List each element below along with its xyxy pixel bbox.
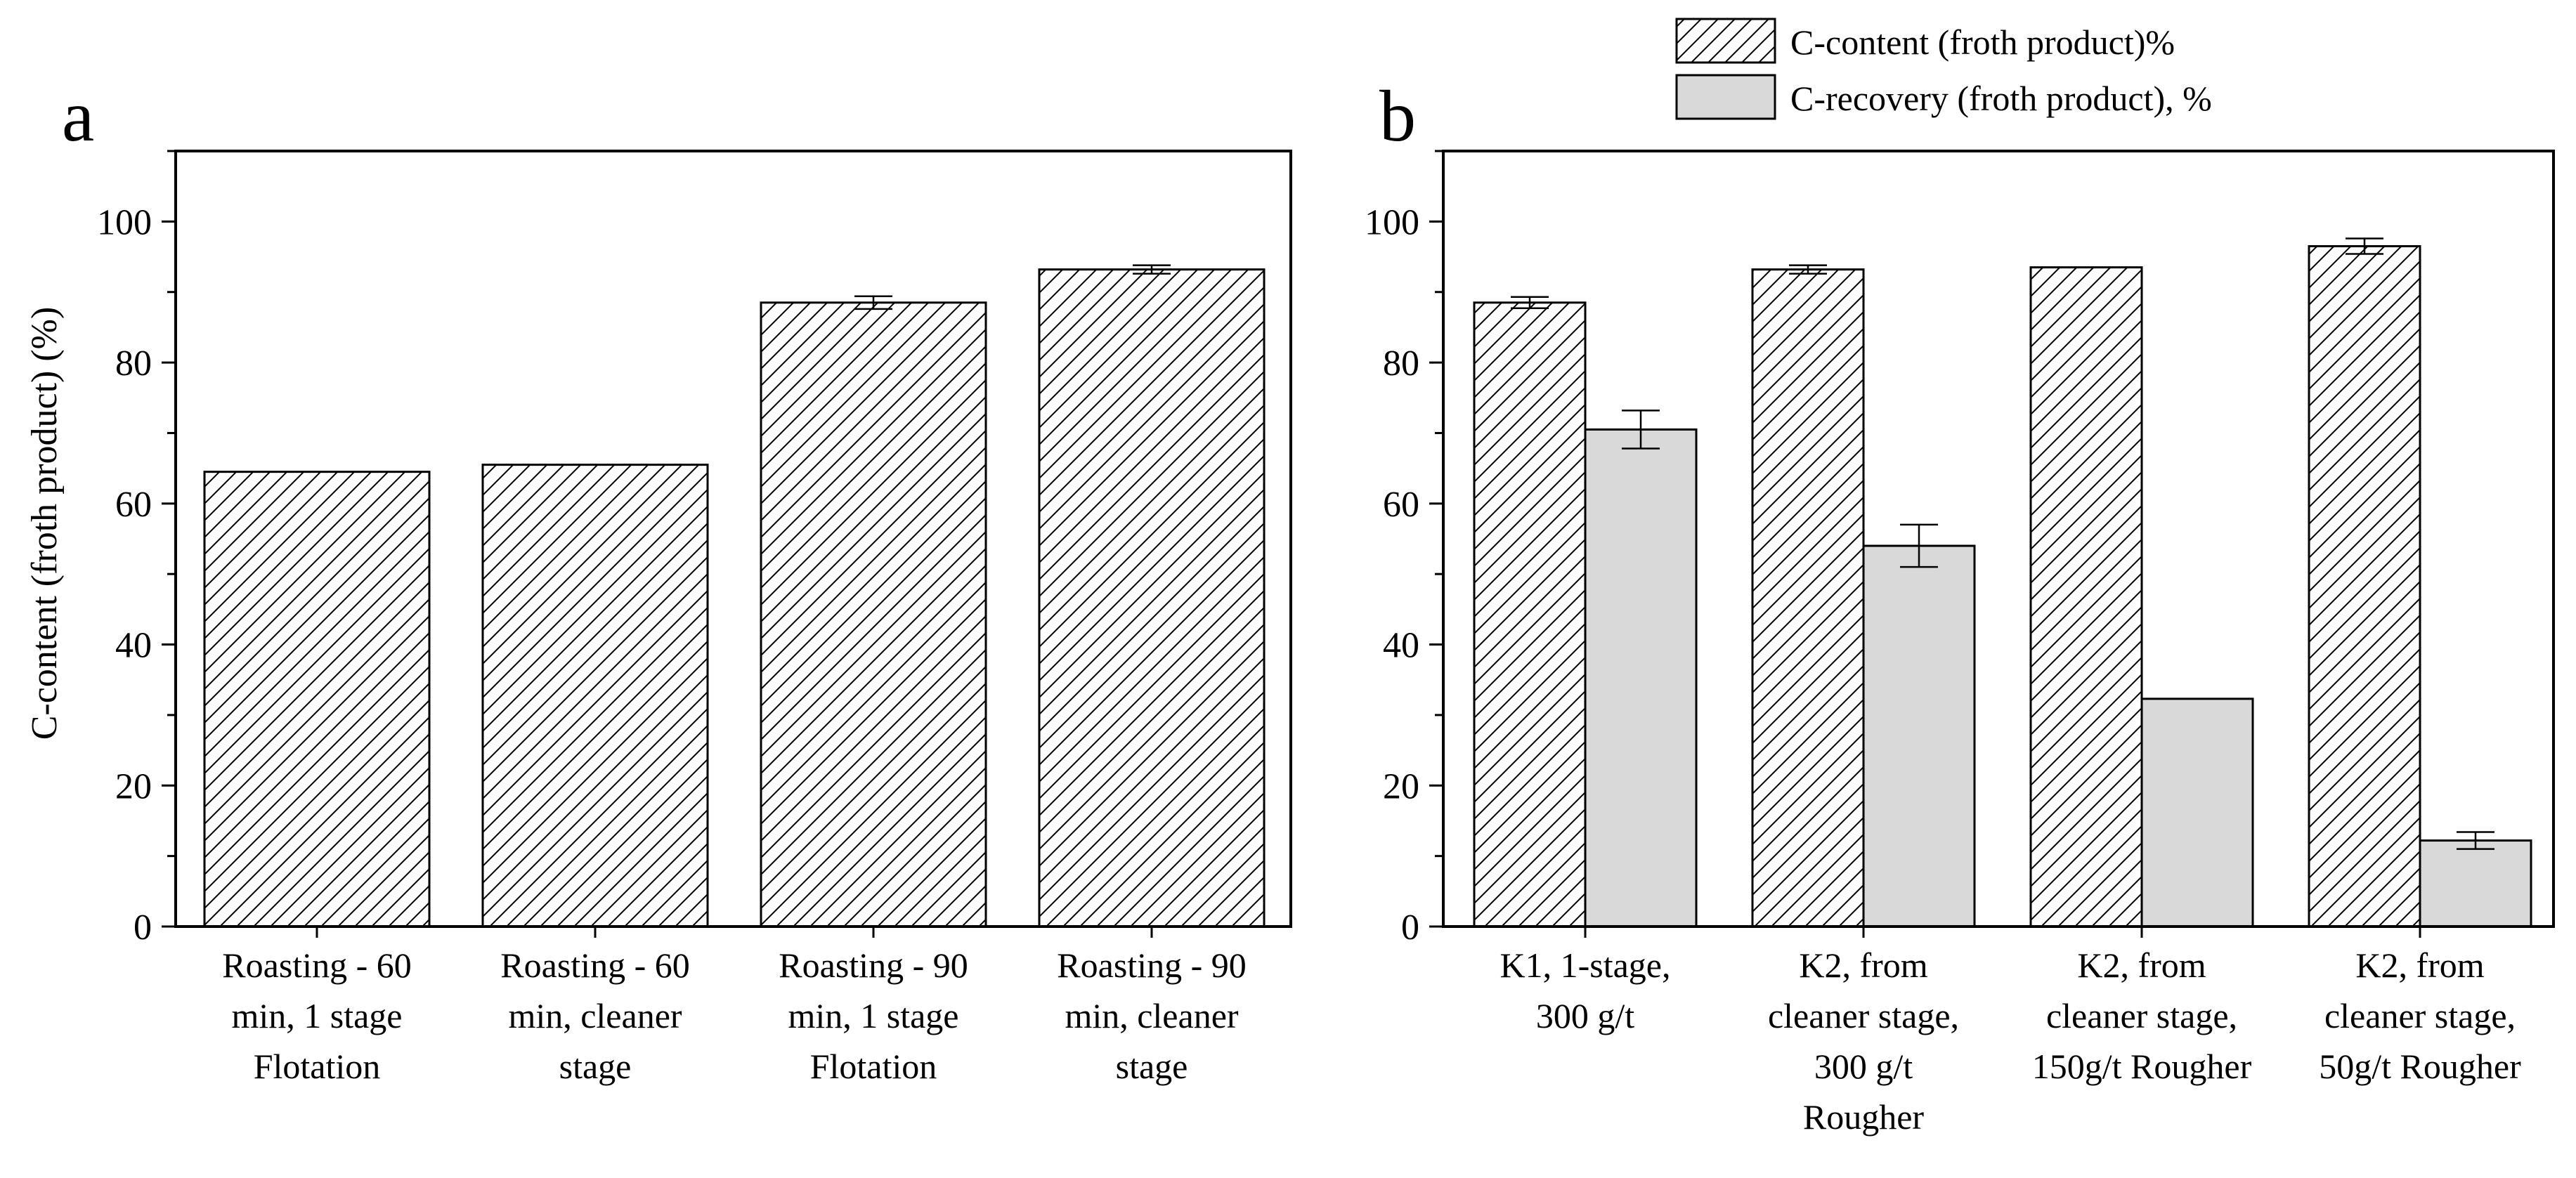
legend-item-c-recovery: C-recovery (froth product), % bbox=[1675, 74, 2212, 120]
error-bar-b-0-0 bbox=[1511, 296, 1549, 310]
bar-b-0-0 bbox=[1473, 301, 1587, 928]
y-tick-label-b-0: 0 bbox=[1401, 908, 1419, 948]
x-tick-label-b-2: K2, from cleaner stage, 150g/t Rougher bbox=[2032, 945, 2252, 1086]
error-bar-b-0-1 bbox=[1789, 264, 1827, 275]
y-tick-label-b-100: 100 bbox=[1365, 202, 1419, 242]
x-tick-label-b-3: K2, from cleaner stage, 50g/t Rougher bbox=[2319, 945, 2521, 1086]
bar-b-1-2 bbox=[2140, 698, 2254, 928]
bar-b-1-3 bbox=[2419, 839, 2532, 928]
y-tick-label-a-0: 0 bbox=[134, 908, 152, 948]
x-axis-ticks-b: K1, 1-stage, 300 g/t K2, from cleaner stage… bbox=[1500, 927, 2521, 1137]
error-bar-b-1-1 bbox=[1900, 523, 1938, 568]
chart-panel-a: a C-content (froth product) (%) 0 20 40 60 8… bbox=[25, 76, 1292, 1086]
error-bars-a bbox=[854, 264, 1171, 310]
x-tick-label-b-0: K1, 1-stage, 300 g/t bbox=[1500, 945, 1671, 1035]
y-axis-title-a: C-content (froth product) (%) bbox=[25, 307, 65, 740]
error-bar-a-0-3 bbox=[1133, 264, 1171, 275]
y-tick-label-a-40: 40 bbox=[115, 626, 152, 666]
error-bar-b-1-3 bbox=[2457, 831, 2494, 850]
error-bars-b bbox=[1511, 237, 2494, 850]
bar-b-0-1 bbox=[1751, 268, 1865, 928]
chart-panel-b: b 0 20 40 60 80 100 K1, 1-stage, 300 g/t K2, fr… bbox=[1365, 76, 2555, 1137]
bar-b-1-0 bbox=[1584, 428, 1698, 928]
x-tick-label-a-1: Roasting - 60 min, cleaner stage bbox=[500, 945, 689, 1086]
bar-b-1-1 bbox=[1862, 544, 1976, 928]
x-tick-label-a-0: Roasting - 60 min, 1 stage Flotation bbox=[222, 945, 411, 1086]
y-tick-label-a-80: 80 bbox=[115, 343, 152, 384]
bar-a-0-1 bbox=[481, 464, 709, 928]
plot-frame-a bbox=[174, 150, 1292, 928]
bars-b bbox=[1473, 244, 2532, 928]
panel-letter-a: a bbox=[62, 76, 94, 157]
y-tick-label-b-60: 60 bbox=[1383, 485, 1419, 525]
legend-swatch-hatch bbox=[1675, 18, 1776, 64]
bar-a-0-0 bbox=[203, 471, 431, 928]
y-axis-ticks-b: 0 20 40 60 80 100 bbox=[1365, 150, 1443, 948]
y-tick-label-b-40: 40 bbox=[1383, 626, 1419, 666]
y-tick-label-b-80: 80 bbox=[1383, 343, 1419, 384]
y-tick-label-a-20: 20 bbox=[115, 766, 152, 806]
y-tick-label-b-20: 20 bbox=[1383, 766, 1419, 806]
bar-a-0-2 bbox=[760, 301, 987, 928]
x-tick-label-a-3: Roasting - 90 min, cleaner stage bbox=[1057, 945, 1246, 1086]
bar-a-0-3 bbox=[1038, 268, 1266, 928]
bar-b-0-2 bbox=[2029, 266, 2143, 928]
y-tick-label-a-100: 100 bbox=[97, 202, 152, 242]
y-axis-ticks-a: 0 20 40 60 80 100 bbox=[97, 150, 176, 948]
x-axis-ticks-a: Roasting - 60 min, 1 stage Flotation Roasti… bbox=[222, 927, 1247, 1086]
bars-a bbox=[203, 268, 1266, 928]
bar-b-0-3 bbox=[2308, 244, 2421, 928]
panel-letter-b: b bbox=[1379, 76, 1416, 157]
error-bar-b-0-3 bbox=[2346, 237, 2383, 255]
x-tick-label-b-1: K2, from cleaner stage, 300 g/t Rougher bbox=[1768, 945, 1959, 1137]
y-tick-label-a-60: 60 bbox=[115, 485, 152, 525]
plot-frame-b bbox=[1442, 150, 2555, 928]
legend: C-content (froth product)% C-recovery (f… bbox=[1675, 18, 2212, 120]
legend-item-c-content: C-content (froth product)% bbox=[1675, 18, 2175, 64]
legend-label-c-recovery: C-recovery (froth product), % bbox=[1790, 79, 2212, 118]
legend-swatch-gray bbox=[1675, 74, 1776, 120]
error-bar-a-0-2 bbox=[854, 295, 892, 310]
error-bar-b-1-0 bbox=[1622, 410, 1660, 450]
legend-label-c-content: C-content (froth product)% bbox=[1790, 22, 2175, 62]
x-tick-label-a-2: Roasting - 90 min, 1 stage Flotation bbox=[779, 945, 968, 1086]
